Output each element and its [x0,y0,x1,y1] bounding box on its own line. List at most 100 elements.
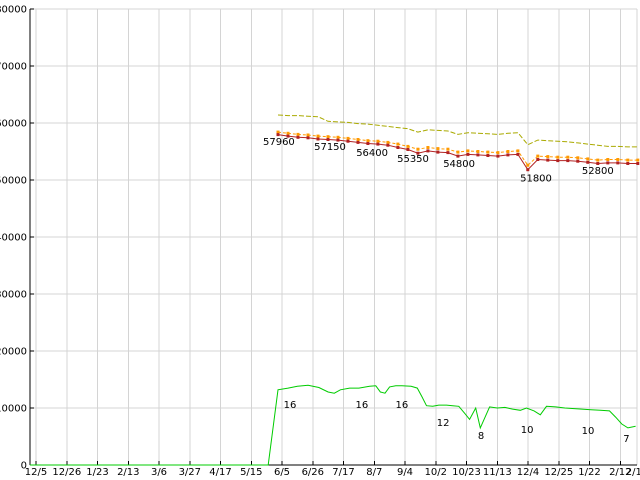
middle-price-line-marker [306,133,310,137]
data-label: 57960 [263,137,295,148]
middle-price-line-marker [376,139,380,143]
lower-price-line-marker [576,159,580,163]
series-count-line [29,384,636,466]
middle-price-line-marker [436,147,440,151]
middle-price-line-marker [546,155,550,159]
x-tick-label: 6/5 [274,467,290,478]
middle-price-line-marker [396,142,400,146]
middle-price-line-marker [336,135,340,139]
x-tick-label: 1/23 [86,467,108,478]
middle-price-line-marker [486,150,490,154]
lower-price-line-marker [506,153,510,157]
x-tick-label: 2/13 [117,467,139,478]
lower-price-line-marker [476,153,480,157]
middle-price-line-marker [566,155,570,159]
middle-price-line-marker [476,150,480,153]
x-tick-label: 9/4 [397,467,413,478]
lower-price-line-marker [296,135,300,139]
lower-price-line-marker [356,140,360,144]
middle-price-line-marker [536,154,540,158]
x-tick-label: 7/17 [332,467,354,478]
middle-price-line-marker [356,138,360,141]
middle-price-line-marker [346,136,350,140]
lower-price-line-marker [606,161,610,165]
lower-price-line-marker [536,158,540,161]
middle-price-line-marker [506,150,510,153]
y-tick-label: 10000 [0,404,27,415]
x-axis-labels: 12/5 12/26 1/23 2/13 3/6 3/27 4/17 5/15 6/5 6/26 7… [25,467,640,478]
lower-price-line-marker [376,142,380,146]
data-label: 10 [521,425,534,436]
data-label: 51800 [520,173,552,184]
middle-price-line-marker [416,147,420,151]
axes [29,8,637,466]
lower-price-line-marker [386,143,390,147]
x-tick-label: 3/6 [151,467,167,478]
y-tick-label: 20000 [0,347,27,358]
lower-price-line-marker [336,138,340,142]
lower-price-line-marker [436,150,440,154]
lower-price-line-marker [526,168,530,172]
lower-price-line-marker [346,139,350,143]
middle-price-line-marker [456,150,460,154]
x-tick-label: 6/26 [302,467,324,478]
data-label: 7 [623,434,629,445]
y-tick-label: 0 [21,461,27,472]
lower-price-line-marker [616,161,620,165]
lower-price-line-marker [496,154,500,158]
lower-price-line-marker [456,154,460,158]
middle-price-line-marker [406,144,410,148]
x-tick-label: 2/12 [609,467,631,478]
data-label: 10 [582,426,595,437]
lower-price-line-marker [276,133,280,137]
y-tick-label: 40000 [0,233,27,244]
middle-price-line-marker [446,147,450,151]
lower-price-line-marker [326,138,330,141]
middle-price-line-marker [316,134,320,138]
middle-price-line-marker [596,158,600,162]
lower-price-line-marker [286,134,290,138]
lower-price-line-marker [486,154,490,157]
lower-price-line-marker [626,162,630,165]
middle-price-line-marker [636,158,640,162]
x-tick-label: 12/25 [544,467,573,478]
lower-price-line-marker [516,152,520,156]
lower-price-line-marker [446,151,450,155]
middle-price-line-marker [296,132,300,136]
lower-price-line-marker [556,159,560,163]
middle-price-line-marker [576,156,580,160]
middle-price-line-marker [286,131,290,135]
y-tick-label: 30000 [0,290,27,301]
x-tick-label: 12/4 [517,467,539,478]
x-tick-label: 12/5 [25,467,47,478]
x-tick-label: 11/13 [483,467,512,478]
data-labels: 57960 57150 56400 55350 54800 51800 52800 16 16 1… [263,137,630,445]
middle-price-line-marker [606,158,610,161]
middle-price-line-marker [426,146,430,149]
lower-price-line-marker [396,146,400,149]
lower-price-line-marker [306,136,310,140]
y-tick-label: 80000 [0,5,27,16]
middle-price-line-marker [626,158,630,162]
data-label: 54800 [443,159,475,170]
middle-price-line-marker [586,157,590,161]
lower-price-line-marker [366,142,370,145]
x-tick-label: 10/2 [425,467,447,478]
middle-price-line-marker [556,155,560,159]
lower-price-line-marker [566,159,570,163]
middle-price-line-marker [276,130,280,134]
middle-price-line-marker [516,149,520,153]
lower-price-line-marker [466,152,470,156]
x-tick-label: 1/22 [578,467,600,478]
lower-price-line-marker [406,148,410,151]
x-tick-label: 2/19 [626,467,640,478]
series-lower-price-line [276,133,640,172]
x-tick-label: 5/15 [240,467,262,478]
middle-price-line-marker [616,158,620,161]
middle-price-line-marker [326,135,330,139]
